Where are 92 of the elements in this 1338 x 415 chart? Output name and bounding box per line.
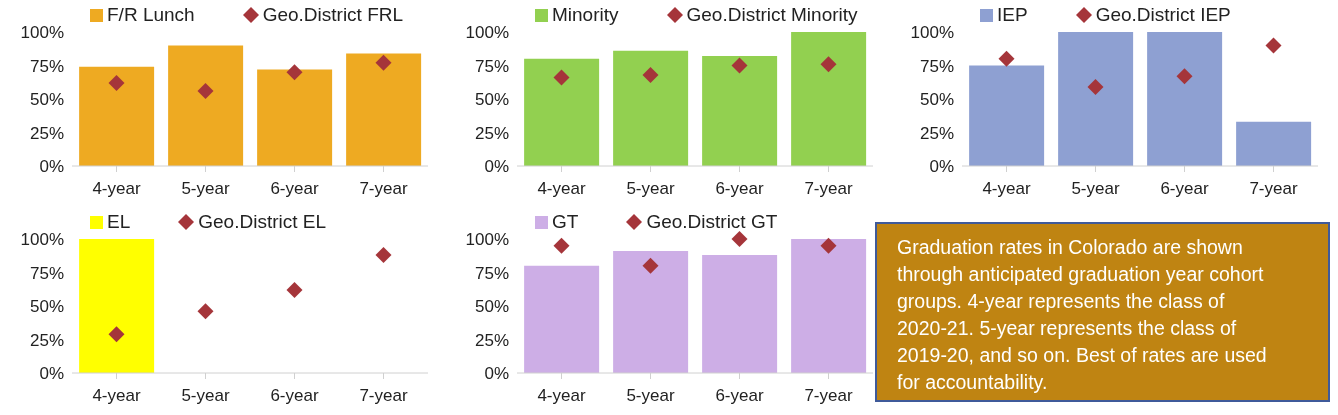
- x-tick-label: 6-year: [270, 179, 319, 199]
- bar: [702, 255, 778, 373]
- x-tick-label: 7-year: [359, 386, 408, 406]
- y-tick-label: 100%: [465, 23, 509, 43]
- legend-label: Geo.District EL: [198, 211, 327, 233]
- y-tick-label: 0%: [929, 157, 954, 177]
- x-tick-label: 5-year: [181, 179, 230, 199]
- y-tick-label: 0%: [39, 157, 64, 177]
- legend-label: EL: [107, 211, 131, 233]
- legend-label: Geo.District Minority: [686, 4, 858, 26]
- bar: [1147, 32, 1223, 166]
- x-tick-label: 5-year: [1071, 179, 1120, 199]
- bar: [791, 239, 867, 373]
- point: [553, 237, 570, 254]
- x-tick-label: 5-year: [181, 386, 230, 406]
- x-tick-label: 7-year: [804, 386, 853, 406]
- x-tick-label: 6-year: [715, 179, 764, 199]
- point: [1265, 37, 1282, 54]
- point: [820, 56, 837, 73]
- x-tick-label: 4-year: [92, 179, 141, 199]
- point: [375, 54, 392, 71]
- legend-label: IEP: [997, 4, 1028, 26]
- x-tick-label: 4-year: [537, 179, 586, 199]
- y-tick-label: 25%: [29, 123, 64, 143]
- y-tick-label: 100%: [20, 23, 64, 43]
- bar: [524, 58, 600, 166]
- y-tick-label: 25%: [919, 123, 954, 143]
- point: [286, 64, 303, 81]
- point: [375, 247, 392, 264]
- y-tick-label: 75%: [474, 263, 509, 283]
- bar: [168, 45, 244, 166]
- y-tick-label: 75%: [29, 263, 64, 283]
- y-tick-label: 25%: [474, 123, 509, 143]
- y-tick-label: 100%: [910, 23, 954, 43]
- bar: [1236, 121, 1312, 166]
- bar: [702, 56, 778, 166]
- point: [108, 326, 125, 343]
- y-tick-label: 50%: [474, 90, 509, 110]
- legend-label: Minority: [552, 4, 619, 26]
- point: [197, 303, 214, 320]
- point: [731, 231, 748, 247]
- point: [642, 66, 659, 83]
- bar: [613, 251, 689, 373]
- legend-label: Geo.District FRL: [262, 4, 404, 26]
- y-tick-label: 25%: [29, 330, 64, 350]
- x-tick-label: 7-year: [804, 179, 853, 199]
- x-tick-label: 7-year: [359, 179, 408, 199]
- y-tick-label: 50%: [919, 90, 954, 110]
- bar: [613, 50, 689, 166]
- x-tick-label: 6-year: [715, 386, 764, 406]
- y-tick-label: 25%: [474, 330, 509, 350]
- y-tick-label: 0%: [484, 157, 509, 177]
- bar: [346, 53, 422, 166]
- y-tick-label: 0%: [484, 364, 509, 384]
- text: Graduation rates in Colorado are shown through anticipated graduation year cohort groups. 4-year represents the class of 2020-21. 5-year represents the class of 2019-20, and so on. Best of rates are used for accountability.: [897, 235, 1268, 395]
- y-tick-label: 50%: [474, 297, 509, 317]
- x-tick-label: 6-year: [1160, 179, 1209, 199]
- bar: [1058, 32, 1134, 166]
- legend-label: Geo.District GT: [646, 211, 778, 233]
- point: [820, 237, 837, 254]
- point: [108, 74, 125, 91]
- y-tick-label: 100%: [20, 230, 64, 250]
- x-tick-label: 5-year: [626, 179, 675, 199]
- x-tick-label: 6-year: [270, 386, 319, 406]
- x-tick-label: 4-year: [537, 386, 586, 406]
- y-tick-label: 75%: [919, 56, 954, 76]
- legend-label: GT: [552, 211, 579, 233]
- bar: [791, 32, 867, 166]
- legend-label: F/R Lunch: [107, 4, 195, 26]
- x-tick-label: 5-year: [626, 386, 675, 406]
- y-tick-label: 0%: [39, 364, 64, 384]
- bar: [79, 66, 155, 166]
- y-tick-label: 50%: [29, 297, 64, 317]
- point: [197, 82, 214, 99]
- bar: [257, 69, 333, 166]
- bar: [969, 65, 1045, 166]
- bar: [524, 265, 600, 373]
- x-tick-label: 7-year: [1249, 179, 1298, 199]
- point: [553, 69, 570, 86]
- y-tick-label: 50%: [29, 90, 64, 110]
- y-tick-label: 75%: [29, 56, 64, 76]
- x-tick-label: 4-year: [92, 386, 141, 406]
- point: [1176, 68, 1193, 85]
- y-tick-label: 100%: [465, 230, 509, 250]
- point: [286, 281, 303, 298]
- y-tick-label: 75%: [474, 56, 509, 76]
- point: [731, 57, 748, 74]
- point: [1087, 78, 1104, 95]
- point: [998, 50, 1015, 67]
- x-tick-label: 4-year: [982, 179, 1031, 199]
- legend-label: Geo.District IEP: [1095, 4, 1231, 26]
- point: [642, 257, 659, 274]
